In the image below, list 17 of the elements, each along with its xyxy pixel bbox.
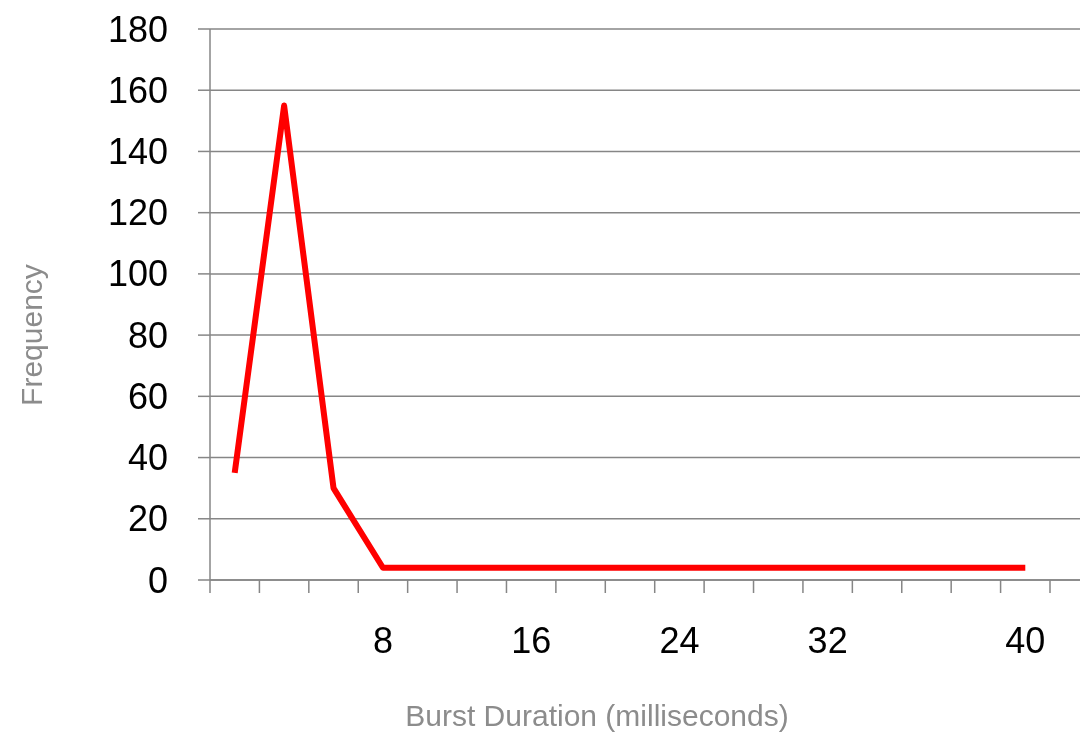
x-tick-label: 16 — [511, 620, 552, 661]
x-axis-title: Burst Duration (milliseconds) — [405, 699, 789, 732]
y-tick-label: 160 — [107, 69, 168, 111]
y-tick-label: 60 — [127, 375, 168, 417]
y-axis-title: Frequency — [15, 264, 48, 406]
y-tick-label: 0 — [147, 559, 168, 601]
y-tick-label: 120 — [107, 192, 168, 234]
x-tick-label: 32 — [807, 620, 848, 661]
y-tick-label: 140 — [107, 131, 168, 173]
x-tick-label: 40 — [1005, 620, 1046, 661]
y-tick-label: 20 — [127, 498, 168, 540]
x-tick-label: 24 — [659, 620, 700, 661]
y-tick-label: 80 — [127, 314, 168, 356]
y-tick-label: 40 — [127, 437, 168, 479]
y-tick-label: 180 — [107, 8, 168, 50]
x-tick-label: 8 — [372, 620, 393, 661]
y-tick-label: 100 — [107, 253, 168, 295]
